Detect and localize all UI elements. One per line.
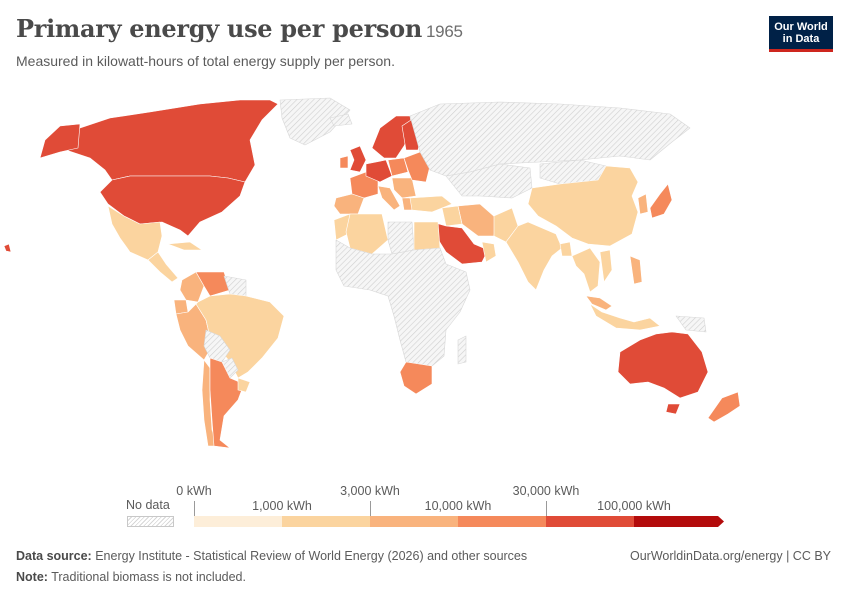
region-tasmania[interactable]: Tasmania — [665, 403, 681, 415]
region-indonesia[interactable]: Indonesia — [589, 303, 661, 331]
legend-bin-3 — [370, 516, 458, 527]
region-iraq[interactable]: Iraq — [441, 205, 463, 227]
legend-tick-line — [194, 501, 195, 516]
region-alaska[interactable]: Alaska — [39, 123, 81, 159]
no-data-swatch — [127, 516, 174, 527]
region-united-kingdom[interactable]: United Kingdom — [349, 145, 367, 173]
world-map: CanadaUnited StatesAlaskaGreenlandMexico… — [3, 97, 741, 449]
logo-line-2: in Data — [782, 32, 820, 45]
region-libya[interactable]: Libya — [387, 221, 415, 255]
region-venezuela[interactable]: Venezuela — [195, 271, 231, 297]
region-cuba[interactable]: Cuba — [167, 241, 203, 251]
region-arabian-gulf[interactable]: Arabian Gulf — [481, 241, 497, 263]
legend-tick-30000kwh: 30,000 kWh — [512, 484, 580, 498]
title-text: Primary energy use per person — [16, 14, 423, 43]
year-label: 1965 — [426, 22, 463, 41]
region-ireland[interactable]: Ireland — [339, 155, 349, 169]
region-japan[interactable]: Japan — [649, 183, 673, 219]
legend-tick-10000kwh: 10,000 kWh — [424, 499, 492, 513]
region-italy[interactable]: Italy — [377, 185, 401, 211]
chart-subtitle: Measured in kilowatt-hours of total ener… — [16, 53, 395, 69]
legend-tick-line — [546, 501, 547, 527]
logo-line-1: Our World — [774, 20, 828, 33]
region-iceland[interactable]: Iceland — [329, 113, 353, 127]
region-uruguay[interactable]: Uruguay — [237, 377, 251, 393]
legend-bin-1 — [194, 516, 282, 527]
region-south-africa[interactable]: South Africa — [399, 361, 433, 395]
legend-tick-100000kwh: 100,000 kWh — [597, 499, 671, 513]
region-bangladesh[interactable]: Bangladesh — [559, 241, 573, 257]
legend-tick-3000kwh: 3,000 kWh — [340, 484, 400, 498]
note-text: Traditional biomass is not included. — [51, 570, 246, 584]
region-iberia[interactable]: Iberia — [333, 193, 365, 215]
region-canada[interactable]: Canada — [59, 99, 279, 183]
region-southeast-asia[interactable]: Southeast Asia — [571, 247, 601, 293]
source-url-link[interactable]: OurWorldinData.org/energy | CC BY — [629, 549, 831, 563]
region-ecuador[interactable]: Ecuador — [173, 299, 189, 315]
region-vietnam[interactable]: Vietnam — [599, 249, 613, 283]
region-egypt[interactable]: Egypt — [413, 221, 441, 251]
chart-title: Primary energy use per person 1965 — [16, 14, 463, 43]
region-madagascar[interactable]: Madagascar — [457, 335, 467, 365]
region-malaysia[interactable]: Malaysia — [585, 295, 613, 311]
legend-bin-2 — [282, 516, 370, 527]
region-new-zealand[interactable]: New Zealand — [707, 391, 741, 423]
region-sub-saharan-africa[interactable]: Sub-Saharan Africa — [335, 239, 471, 367]
region-algeria[interactable]: Algeria — [345, 213, 389, 255]
region-argentina[interactable]: Argentina — [209, 357, 245, 449]
region-germany[interactable]: Germany — [365, 159, 393, 183]
region-korea[interactable]: Korea — [637, 193, 649, 215]
source-text[interactable]: Energy Institute - Statistical Review of… — [95, 549, 528, 563]
region-guianas[interactable]: Guianas — [223, 275, 247, 297]
region-greenland[interactable]: Greenland — [279, 97, 351, 146]
region-china[interactable]: China — [527, 165, 639, 247]
color-legend: No data 0 kWh 1,000 kWh 3,000 kWh 10,000… — [0, 476, 850, 536]
region-central-america[interactable]: Central America — [147, 251, 179, 283]
region-balkans[interactable]: Balkans — [391, 177, 417, 199]
region-hawaii[interactable]: Hawaii — [3, 243, 12, 253]
legend-tick-line — [370, 501, 371, 527]
note-label: Note: — [16, 570, 48, 584]
region-australia[interactable]: Australia — [617, 331, 709, 399]
region-india[interactable]: India — [505, 221, 563, 291]
note: Note: Traditional biomass is not include… — [16, 570, 246, 584]
region-papua-new-guinea[interactable]: Papua New Guinea — [675, 315, 707, 333]
no-data-label: No data — [126, 498, 170, 512]
region-philippines[interactable]: Philippines — [629, 255, 643, 285]
source-label: Data source: — [16, 549, 92, 563]
region-united-states[interactable]: United States — [99, 175, 246, 237]
legend-bin-5 — [546, 516, 634, 527]
owid-logo[interactable]: Our World in Data — [769, 16, 833, 52]
legend-tick-0kwh: 0 kWh — [176, 484, 212, 498]
legend-tick-1000kwh: 1,000 kWh — [252, 499, 312, 513]
region-poland[interactable]: Poland — [387, 157, 409, 177]
legend-bin-4 — [458, 516, 546, 527]
data-source: Data source: Energy Institute - Statisti… — [16, 549, 527, 563]
legend-bin-6 — [634, 516, 724, 527]
